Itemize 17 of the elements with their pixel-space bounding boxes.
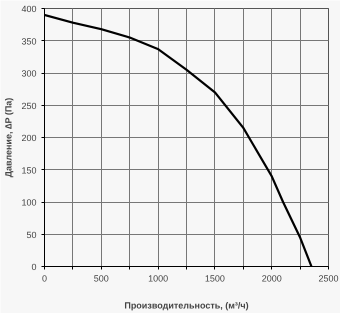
y-tick-label: 400	[21, 4, 37, 14]
y-tick-label: 350	[21, 36, 37, 46]
x-tick-label: 1500	[204, 274, 225, 284]
x-tick-label: 0	[42, 274, 48, 284]
x-tick-label: 2000	[262, 274, 282, 284]
y-tick-label: 250	[21, 100, 37, 111]
y-tick-label: 100	[21, 198, 37, 208]
x-tick-label: 1000	[148, 274, 168, 284]
x-tick-label: 2500	[318, 274, 339, 284]
y-tick-label: 150	[21, 165, 37, 176]
y-axis-title: Давление, ∆P (Па)	[3, 98, 14, 178]
y-tick-label: 50	[26, 230, 37, 240]
x-axis-title: Производительность, (м³/ч)	[124, 300, 249, 310]
y-tick-label: 200	[21, 133, 37, 143]
x-tick-label: 500	[94, 274, 109, 284]
y-tick-label: 300	[21, 68, 37, 78]
y-tick-label: 0	[31, 262, 37, 272]
